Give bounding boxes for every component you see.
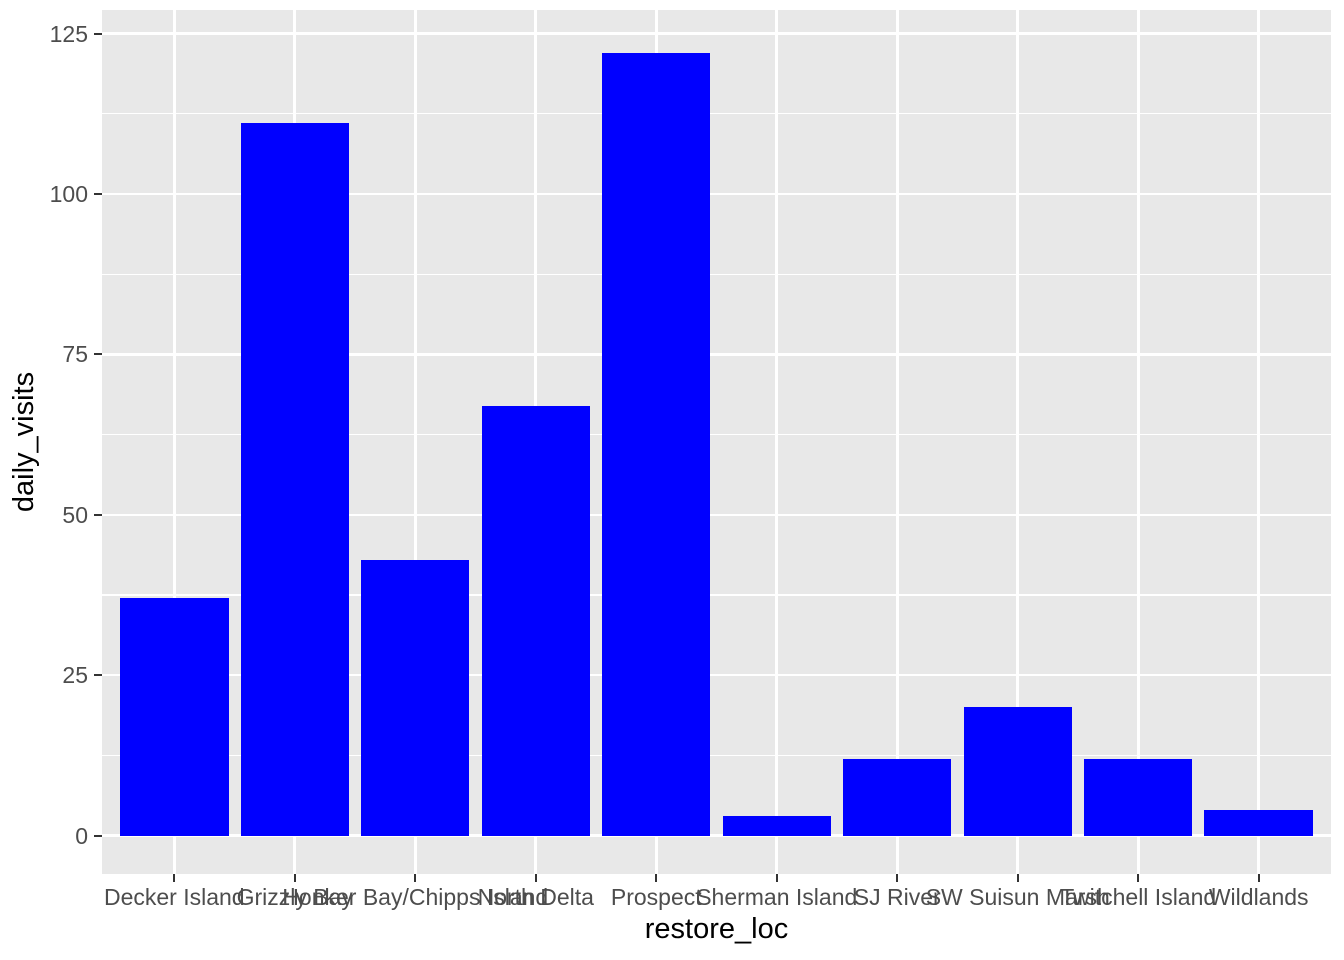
y-tick-label: 100 bbox=[49, 181, 88, 207]
y-axis-title: daily_visits bbox=[8, 371, 40, 513]
x-tick-label: North Delta bbox=[477, 884, 594, 910]
minor-gridline-horizontal bbox=[102, 273, 1331, 275]
minor-gridline-horizontal bbox=[102, 754, 1331, 757]
major-gridline-horizontal bbox=[102, 32, 1331, 35]
x-axis-title: restore_loc bbox=[644, 913, 789, 945]
major-gridline-vertical bbox=[1136, 10, 1140, 874]
y-axis-tick-mark bbox=[94, 353, 102, 356]
y-axis-tick-mark bbox=[94, 834, 102, 837]
major-gridline-vertical bbox=[1257, 10, 1260, 874]
x-tick-label: Honker Bay/Chipps Island bbox=[282, 884, 549, 910]
x-tick-label: Grizzly Bay bbox=[236, 884, 353, 910]
x-tick-label: Wildlands bbox=[1208, 884, 1309, 910]
y-axis-tick-mark bbox=[94, 513, 102, 516]
x-axis-tick-mark bbox=[1137, 874, 1140, 882]
major-gridline-horizontal bbox=[102, 353, 1331, 356]
bar-sj-river bbox=[843, 758, 952, 836]
x-axis-tick-mark bbox=[1257, 874, 1260, 882]
x-axis-tick-mark bbox=[173, 874, 176, 882]
x-tick-label: Decker Island bbox=[103, 884, 245, 910]
y-axis-tick-mark bbox=[94, 32, 102, 35]
minor-gridline-horizontal bbox=[102, 433, 1331, 436]
bar-twitchell-island bbox=[1083, 758, 1193, 836]
x-tick-label: Sherman Island bbox=[696, 884, 858, 910]
y-axis-tick-mark bbox=[94, 674, 102, 677]
x-axis-tick-mark bbox=[655, 874, 658, 882]
bar-grizzly-bay bbox=[240, 123, 349, 836]
minor-gridline-horizontal bbox=[102, 113, 1331, 115]
bar-decker-island bbox=[120, 598, 229, 836]
y-axis-tick-mark bbox=[94, 192, 102, 196]
x-tick-label: Twitchell Island bbox=[1060, 884, 1217, 910]
y-tick-label: 75 bbox=[62, 341, 88, 368]
x-tick-label: SW Suisun Marsh bbox=[925, 884, 1110, 910]
plot-panel bbox=[102, 10, 1331, 874]
major-gridline-vertical bbox=[413, 10, 417, 874]
bar-wildlands bbox=[1204, 809, 1313, 836]
x-tick-label: SJ River bbox=[853, 884, 941, 910]
minor-gridline-horizontal bbox=[102, 594, 1331, 596]
x-axis-tick-mark bbox=[1016, 874, 1019, 882]
bar-prospect bbox=[602, 52, 711, 836]
x-axis-tick-mark bbox=[414, 874, 417, 882]
x-axis-tick-mark bbox=[775, 874, 778, 882]
x-axis-tick-mark bbox=[534, 874, 537, 882]
y-tick-label: 50 bbox=[62, 501, 88, 528]
major-gridline-vertical bbox=[1016, 10, 1020, 874]
bar-sherman-island bbox=[722, 816, 831, 836]
bar-honker-bay-chipps-island bbox=[361, 559, 470, 836]
major-gridline-horizontal bbox=[102, 673, 1331, 677]
major-gridline-horizontal bbox=[102, 192, 1331, 196]
major-gridline-vertical bbox=[895, 10, 899, 874]
y-tick-label: 125 bbox=[49, 20, 88, 47]
x-tick-label: Prospect bbox=[610, 884, 702, 910]
bar-north-delta bbox=[481, 405, 590, 836]
y-tick-label: 0 bbox=[75, 822, 88, 849]
major-gridline-horizontal bbox=[102, 513, 1331, 517]
major-gridline-vertical bbox=[172, 10, 176, 874]
x-axis-tick-mark bbox=[896, 874, 899, 882]
x-axis-tick-mark bbox=[293, 874, 296, 882]
y-tick-label: 25 bbox=[62, 662, 88, 689]
major-gridline-horizontal bbox=[102, 834, 1331, 837]
major-gridline-vertical bbox=[775, 10, 779, 874]
bar-sw-suisun-marsh bbox=[963, 707, 1072, 836]
